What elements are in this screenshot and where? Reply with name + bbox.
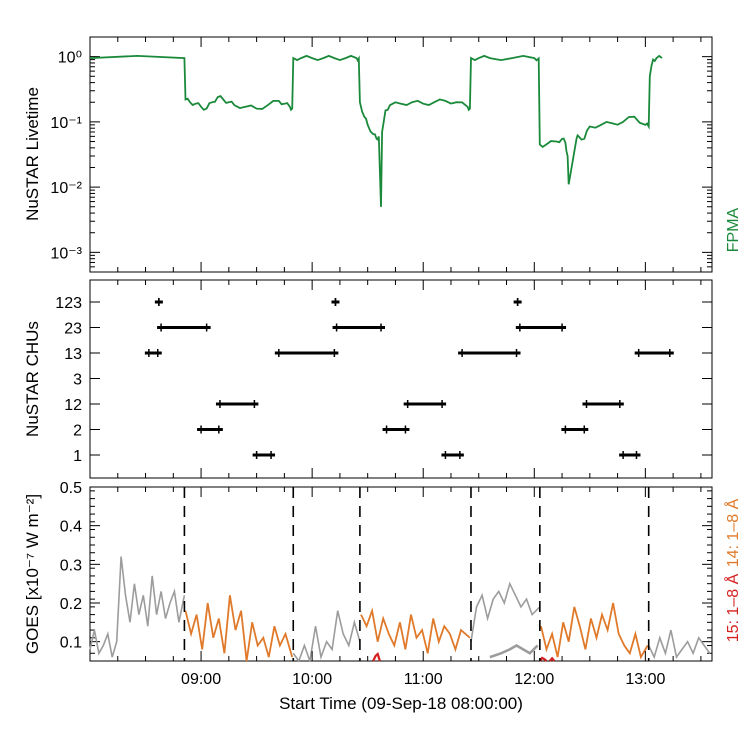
- x-tick-label: 12:00: [514, 671, 554, 688]
- chu-segment: [515, 323, 567, 332]
- chu-ytick-label: 1: [73, 448, 82, 465]
- chu-ytick-label: 2: [73, 423, 82, 440]
- chu-segment: [441, 451, 464, 459]
- goes14-legend: 14: 1–8 Å: [723, 498, 742, 567]
- chu-ytick-label: 3: [73, 372, 82, 389]
- chu-segment: [274, 349, 339, 357]
- goes-ylabel: GOES [x10⁻⁷ W m⁻²]: [23, 494, 42, 654]
- goes15-legend: 15: 1–8 Å: [723, 573, 742, 642]
- goes-ytick-label: 0.5: [60, 480, 82, 497]
- goes-ytick-label: 0.3: [60, 557, 82, 574]
- chu-segment: [513, 298, 522, 306]
- chu-segment: [458, 349, 521, 357]
- livetime-ytick-label: 10⁻²: [50, 180, 82, 197]
- chu-segment: [332, 323, 386, 332]
- chu-axes-frame: [89, 279, 713, 479]
- chu-segment: [197, 425, 223, 434]
- livetime-ytick-label: 10⁰: [58, 50, 82, 67]
- chu-segment: [619, 451, 641, 459]
- chu-ytick-label: 12: [64, 397, 82, 414]
- chu-segment: [144, 349, 162, 357]
- chu-segment: [561, 425, 589, 434]
- fpma-livetime-line: [89, 54, 663, 207]
- x-tick-label: 13:00: [625, 671, 665, 688]
- goes-panel: GOES [x10⁻⁷ W m⁻²] 14: 1–8 Å 15: 1–8 Å 0…: [23, 480, 742, 663]
- fpma-legend: FPMA: [725, 207, 742, 252]
- goes14-outside-line: [292, 610, 361, 663]
- goes15-line: [538, 656, 548, 662]
- goes-ytick-label: 0.2: [60, 596, 82, 613]
- x-axis-label: Start Time (09-Sep-18 08:00:00): [279, 694, 523, 713]
- chu-segment: [382, 425, 410, 434]
- x-tick-label: 09:00: [181, 671, 221, 688]
- livetime-panel: NuSTAR Livetime FPMA 10⁰ 10⁻¹ 10⁻² 10⁻³: [23, 36, 742, 273]
- goes15-line: [372, 652, 381, 662]
- goes-axes-frame: [89, 486, 713, 662]
- livetime-ylabel: NuSTAR Livetime: [23, 87, 42, 221]
- chu-segment: [252, 451, 276, 459]
- chu-segment: [331, 298, 340, 306]
- livetime-ytick-label: 10⁻¹: [50, 115, 82, 132]
- chu-segment: [154, 298, 163, 306]
- goes14-line: [360, 607, 471, 654]
- chu-segment: [215, 400, 259, 408]
- chu-ytick-label: 23: [64, 321, 82, 338]
- goes-ytick-label: 0.1: [60, 635, 82, 652]
- goes-ytick-label: 0.4: [60, 519, 82, 536]
- x-tick-label: 10:00: [292, 671, 332, 688]
- goes15-outside-line: [489, 643, 539, 659]
- goes14-outside-line: [89, 556, 186, 658]
- chu-ylabel: NuSTAR CHUs: [23, 321, 42, 437]
- goes14-outside-line: [647, 629, 711, 660]
- chu-ytick-label: 13: [64, 346, 82, 363]
- chu-ytick-label: 123: [55, 295, 82, 312]
- x-tick-label: 11:00: [404, 671, 443, 688]
- goes14-line: [184, 595, 294, 662]
- livetime-axes-frame: [89, 36, 713, 273]
- goes14-line: [540, 602, 649, 660]
- livetime-ytick-label: 10⁻³: [50, 245, 82, 262]
- goes14-outside-line: [470, 581, 541, 642]
- chu-segment: [157, 323, 211, 332]
- chu-segment: [582, 400, 624, 408]
- chu-segment: [634, 349, 674, 357]
- chu-segment: [403, 400, 447, 408]
- goes15-line: [548, 656, 556, 662]
